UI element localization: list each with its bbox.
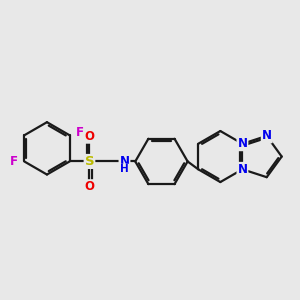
Text: N: N xyxy=(262,129,272,142)
Text: O: O xyxy=(85,130,94,143)
Text: N: N xyxy=(237,163,248,176)
Text: N: N xyxy=(237,137,248,150)
Text: H: H xyxy=(120,164,129,174)
Text: O: O xyxy=(85,180,94,193)
Text: S: S xyxy=(85,155,94,168)
Text: N: N xyxy=(119,155,130,168)
Text: F: F xyxy=(75,125,83,139)
Text: F: F xyxy=(10,155,18,168)
